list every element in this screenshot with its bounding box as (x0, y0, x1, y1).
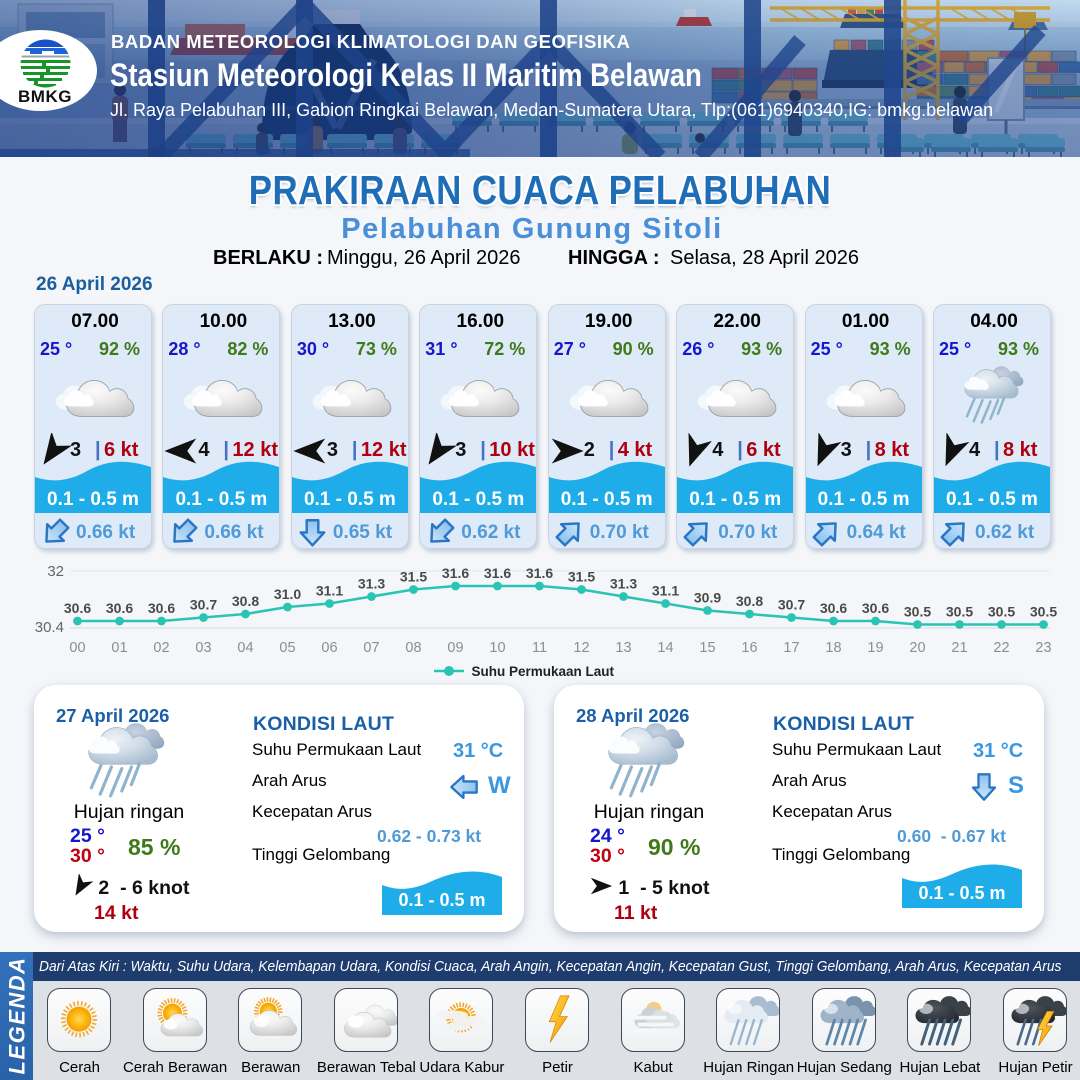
svg-text:31.5: 31.5 (568, 569, 595, 585)
svg-text:30.6: 30.6 (820, 600, 847, 616)
svg-text:30.5: 30.5 (946, 604, 973, 620)
svg-text:31.3: 31.3 (610, 576, 637, 592)
svg-text:03: 03 (195, 640, 211, 656)
svg-text:18: 18 (825, 640, 841, 656)
svg-text:08: 08 (405, 640, 421, 656)
svg-text:31.1: 31.1 (316, 583, 343, 599)
svg-text:30.5: 30.5 (1030, 604, 1057, 620)
svg-text:31.6: 31.6 (484, 565, 511, 581)
svg-text:31.5: 31.5 (400, 569, 427, 585)
svg-text:11: 11 (532, 640, 547, 656)
svg-text:02: 02 (153, 640, 169, 656)
svg-text:17: 17 (783, 640, 799, 656)
svg-text:30.9: 30.9 (694, 590, 721, 606)
svg-text:13: 13 (615, 640, 631, 656)
svg-text:19: 19 (867, 640, 883, 656)
svg-text:30.8: 30.8 (232, 593, 259, 609)
svg-text:30.6: 30.6 (148, 600, 175, 616)
svg-text:30.6: 30.6 (106, 600, 133, 616)
svg-text:30.7: 30.7 (778, 597, 805, 613)
svg-text:14: 14 (657, 640, 673, 656)
svg-text:20: 20 (909, 640, 925, 656)
svg-text:30.5: 30.5 (988, 604, 1015, 620)
svg-text:15: 15 (699, 640, 715, 656)
svg-text:00: 00 (69, 640, 85, 656)
svg-text:16: 16 (741, 640, 757, 656)
svg-text:31.3: 31.3 (358, 576, 385, 592)
svg-text:07: 07 (363, 640, 379, 656)
svg-text:30.6: 30.6 (862, 600, 889, 616)
svg-text:09: 09 (447, 640, 463, 656)
svg-text:12: 12 (573, 640, 589, 656)
svg-text:31.6: 31.6 (442, 565, 469, 581)
svg-text:32: 32 (47, 563, 64, 580)
svg-text:30.6: 30.6 (64, 600, 91, 616)
svg-text:21: 21 (951, 640, 967, 656)
svg-text:01: 01 (111, 640, 127, 656)
svg-text:31.6: 31.6 (526, 565, 553, 581)
svg-text:31.0: 31.0 (274, 586, 301, 602)
svg-text:04: 04 (237, 640, 253, 656)
svg-text:30.7: 30.7 (190, 597, 217, 613)
svg-text:23: 23 (1035, 640, 1051, 656)
svg-text:31.1: 31.1 (652, 583, 679, 599)
svg-text:30.5: 30.5 (904, 604, 931, 620)
svg-text:30.4: 30.4 (35, 619, 64, 636)
svg-text:06: 06 (321, 640, 337, 656)
svg-text:05: 05 (279, 640, 295, 656)
svg-text:22: 22 (993, 640, 1009, 656)
svg-text:30.8: 30.8 (736, 593, 763, 609)
svg-text:10: 10 (489, 640, 505, 656)
